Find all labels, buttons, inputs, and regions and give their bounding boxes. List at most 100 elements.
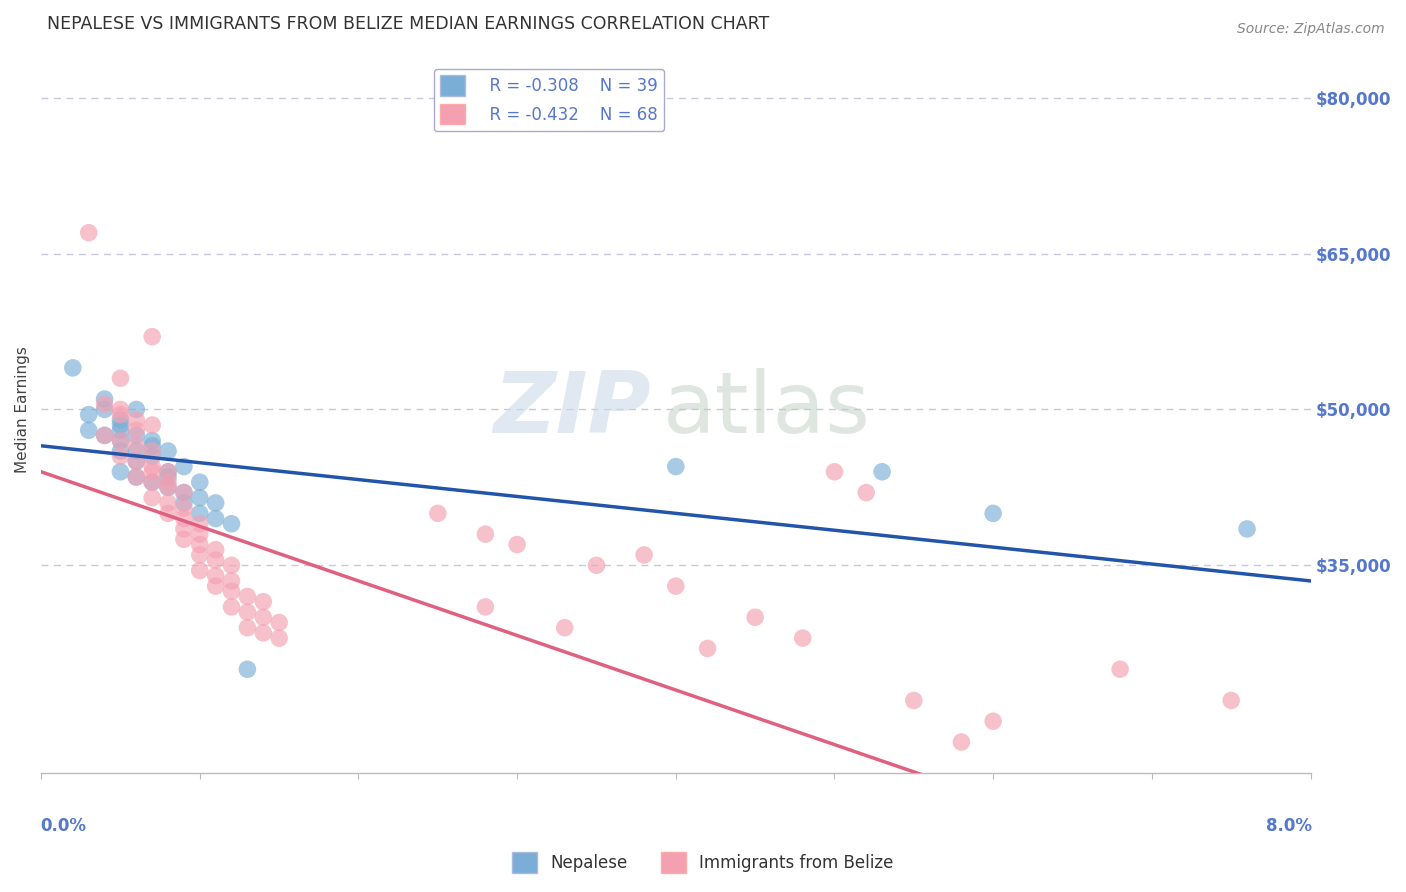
Point [696,641,718,656]
Point [221,516,243,531]
Point [173,533,195,547]
Legend:   R = -0.308    N = 39,   R = -0.432    N = 68: R = -0.308 N = 39, R = -0.432 N = 68 [433,69,664,131]
Point [950,735,973,749]
Point [110,434,132,448]
Point [981,714,1004,729]
Point [792,631,814,645]
Point [188,537,211,551]
Point [173,501,195,516]
Text: NEPALESE VS IMMIGRANTS FROM BELIZE MEDIAN EARNINGS CORRELATION CHART: NEPALESE VS IMMIGRANTS FROM BELIZE MEDIA… [48,15,769,33]
Point [141,444,163,458]
Point [204,579,226,593]
Point [221,599,243,614]
Point [903,693,925,707]
Point [157,444,180,458]
Legend: Nepalese, Immigrants from Belize: Nepalese, Immigrants from Belize [506,846,900,880]
Point [221,558,243,573]
Point [125,413,148,427]
Point [125,423,148,437]
Point [93,397,115,411]
Point [141,465,163,479]
Point [204,496,226,510]
Point [173,459,195,474]
Point [110,434,132,448]
Point [204,511,226,525]
Text: 8.0%: 8.0% [1265,817,1312,835]
Text: 0.0%: 0.0% [39,817,86,835]
Point [269,631,291,645]
Point [110,371,132,385]
Point [62,360,84,375]
Point [125,444,148,458]
Point [633,548,655,562]
Point [236,590,259,604]
Point [141,449,163,463]
Point [554,621,576,635]
Point [93,428,115,442]
Text: Source: ZipAtlas.com: Source: ZipAtlas.com [1237,22,1385,37]
Point [125,439,148,453]
Point [157,480,180,494]
Point [236,605,259,619]
Point [870,465,893,479]
Point [506,537,529,551]
Point [252,595,274,609]
Point [188,527,211,541]
Point [221,584,243,599]
Point [204,553,226,567]
Point [252,610,274,624]
Point [1109,662,1132,676]
Point [77,423,100,437]
Point [855,485,877,500]
Point [125,454,148,468]
Point [125,428,148,442]
Point [188,475,211,490]
Point [269,615,291,630]
Point [157,470,180,484]
Point [474,599,496,614]
Point [110,449,132,463]
Point [110,423,132,437]
Point [252,626,274,640]
Point [236,662,259,676]
Point [141,329,163,343]
Point [110,413,132,427]
Point [157,496,180,510]
Point [744,610,766,624]
Point [173,485,195,500]
Point [173,522,195,536]
Point [1236,522,1258,536]
Point [188,548,211,562]
Point [173,496,195,510]
Point [188,507,211,521]
Point [188,564,211,578]
Point [221,574,243,588]
Point [141,434,163,448]
Point [236,621,259,635]
Point [474,527,496,541]
Point [157,465,180,479]
Point [77,408,100,422]
Point [173,485,195,500]
Point [93,402,115,417]
Point [204,542,226,557]
Point [824,465,846,479]
Point [110,408,132,422]
Point [125,454,148,468]
Point [125,470,148,484]
Point [981,507,1004,521]
Point [204,568,226,582]
Point [426,507,449,521]
Point [125,402,148,417]
Point [141,475,163,490]
Point [665,459,688,474]
Text: ZIP: ZIP [492,368,651,451]
Point [110,444,132,458]
Point [77,226,100,240]
Point [110,402,132,417]
Point [188,491,211,505]
Text: atlas: atlas [664,368,872,451]
Point [141,475,163,490]
Point [93,392,115,406]
Point [157,475,180,490]
